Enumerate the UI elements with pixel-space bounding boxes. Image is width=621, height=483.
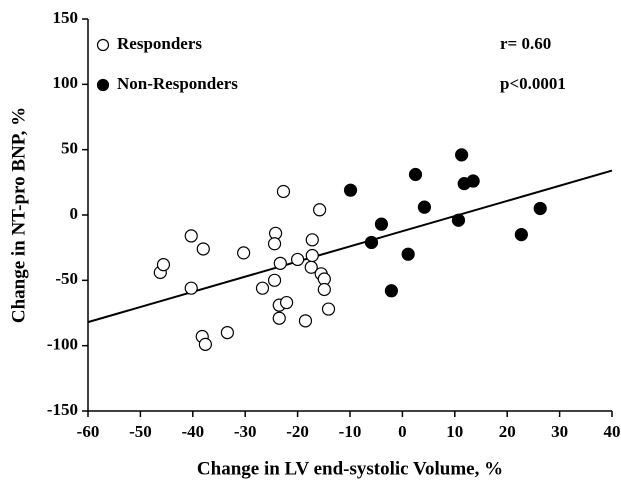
point: [276, 184, 291, 199]
point: [417, 200, 432, 214]
point: [267, 273, 282, 287]
x-tick-label: -50: [129, 422, 152, 441]
y-tick-label: 50: [61, 139, 78, 158]
point: [384, 284, 398, 298]
point: [374, 217, 389, 231]
point: [533, 201, 547, 216]
point: [451, 213, 466, 227]
y-tick-label: -50: [55, 269, 78, 288]
point: [317, 282, 331, 297]
legend-marker: [96, 38, 110, 52]
x-tick-label: 30: [551, 422, 568, 441]
point: [401, 247, 415, 261]
point: [514, 228, 528, 242]
point: [343, 183, 358, 197]
point: [267, 237, 282, 251]
point: [196, 242, 210, 256]
point: [156, 258, 171, 272]
y-tick-label: 150: [53, 8, 79, 27]
point: [184, 229, 198, 243]
point: [466, 174, 480, 188]
point: [237, 246, 251, 260]
point: [408, 167, 423, 182]
annotation: r= 0.60: [500, 34, 551, 53]
point: [272, 311, 286, 325]
point: [321, 302, 336, 316]
point: [279, 295, 294, 310]
x-axis-label: Change in LV end-systolic Volume, %: [197, 458, 503, 479]
point: [305, 233, 319, 247]
x-tick-label: -60: [77, 422, 100, 441]
point: [198, 337, 212, 351]
legend-label: Non-Responders: [117, 74, 238, 93]
y-tick-label: -100: [47, 335, 78, 354]
point: [184, 281, 198, 295]
point: [364, 235, 379, 250]
point: [273, 256, 287, 270]
y-axis-label: Change in NT-pro BNP, %: [8, 107, 29, 323]
point: [291, 252, 305, 267]
x-tick-label: -10: [339, 422, 362, 441]
y-tick-label: 0: [70, 204, 79, 223]
x-tick-label: 0: [398, 422, 407, 441]
x-tick-label: 10: [446, 422, 463, 441]
point: [298, 314, 313, 328]
x-tick-label: -30: [234, 422, 257, 441]
y-tick-label: 100: [53, 73, 79, 92]
y-tick-label: -150: [47, 400, 78, 419]
point: [255, 281, 270, 295]
annotation: p<0.0001: [500, 74, 566, 93]
x-tick-label: -20: [286, 422, 309, 441]
x-tick-label: 20: [499, 422, 516, 441]
point: [455, 148, 469, 162]
point: [313, 203, 327, 217]
legend-label: Responders: [117, 34, 202, 53]
legend-marker: [96, 78, 110, 92]
point: [220, 326, 234, 340]
x-tick-label: -40: [181, 422, 204, 441]
x-tick-label: 40: [604, 422, 621, 441]
point: [305, 248, 319, 263]
trend-line: [87, 169, 613, 324]
